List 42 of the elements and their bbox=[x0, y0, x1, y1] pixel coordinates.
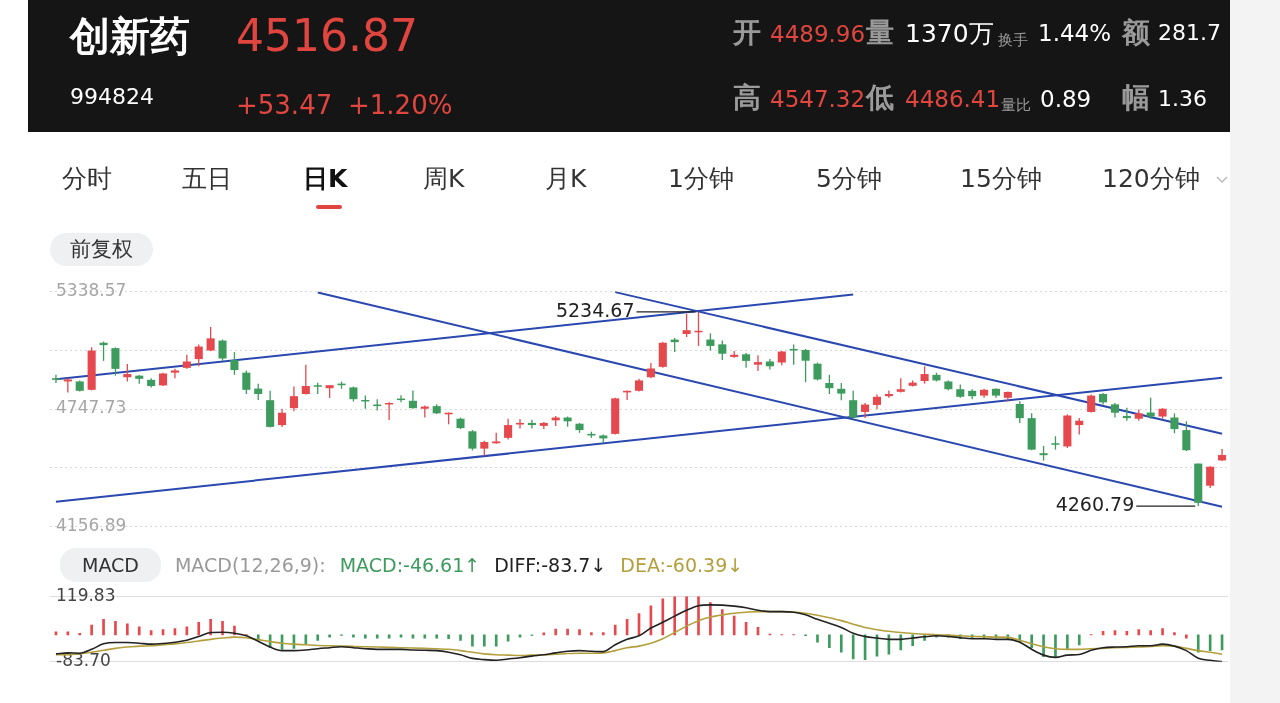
text: 五日 bbox=[182, 164, 232, 193]
text: 120分钟 bbox=[1102, 164, 1200, 193]
text: 1370万 bbox=[905, 19, 994, 48]
text: DIFF:-83.7↓ bbox=[494, 554, 607, 576]
text: 1.44% bbox=[1038, 20, 1112, 46]
y-tick-label: 119.83 bbox=[56, 584, 116, 605]
text: 994824 bbox=[70, 84, 154, 109]
y-tick-label: 4156.89 bbox=[56, 515, 127, 536]
text: +1.20% bbox=[348, 90, 453, 120]
annotation: 4260.79 bbox=[1055, 493, 1135, 516]
y-tick-label: 4747.73 bbox=[56, 397, 127, 418]
text: MACD:-46.61↑ bbox=[339, 554, 481, 576]
text: 量比 bbox=[1001, 96, 1031, 114]
annotation: 5234.67 bbox=[555, 298, 635, 321]
text: 量 bbox=[866, 16, 894, 49]
text: 换手 bbox=[998, 31, 1028, 49]
chart-title: MACD bbox=[60, 548, 161, 582]
text: 281.7 bbox=[1158, 20, 1221, 45]
text: 分时 bbox=[62, 164, 112, 193]
text: 1.36 bbox=[1158, 86, 1207, 111]
text: 月K bbox=[545, 164, 587, 193]
text: 幅 bbox=[1122, 81, 1150, 114]
text: 高 bbox=[733, 81, 761, 114]
text: 5分钟 bbox=[816, 164, 882, 193]
text: 日K bbox=[303, 164, 348, 193]
text: 4489.96 bbox=[770, 21, 866, 47]
text: 前复权 bbox=[50, 233, 153, 266]
text: 4516.87 bbox=[236, 10, 418, 61]
text: 4547.32 bbox=[770, 86, 866, 112]
text: 开 bbox=[733, 16, 761, 49]
text: 0.89 bbox=[1040, 86, 1092, 112]
series-label: DEA:-60.39↓ bbox=[620, 554, 744, 576]
y-tick-label: 5338.57 bbox=[56, 279, 127, 300]
text: 4486.41 bbox=[905, 86, 1001, 112]
text: 15分钟 bbox=[960, 164, 1042, 193]
legend-title: MACD(12,26,9): bbox=[174, 554, 326, 576]
text: 周K bbox=[423, 164, 465, 193]
text: 创新药 bbox=[70, 13, 190, 59]
text: 低 bbox=[866, 81, 894, 114]
text: 额 bbox=[1122, 16, 1150, 49]
text: +53.47 bbox=[236, 90, 333, 120]
text: 1分钟 bbox=[668, 164, 734, 193]
